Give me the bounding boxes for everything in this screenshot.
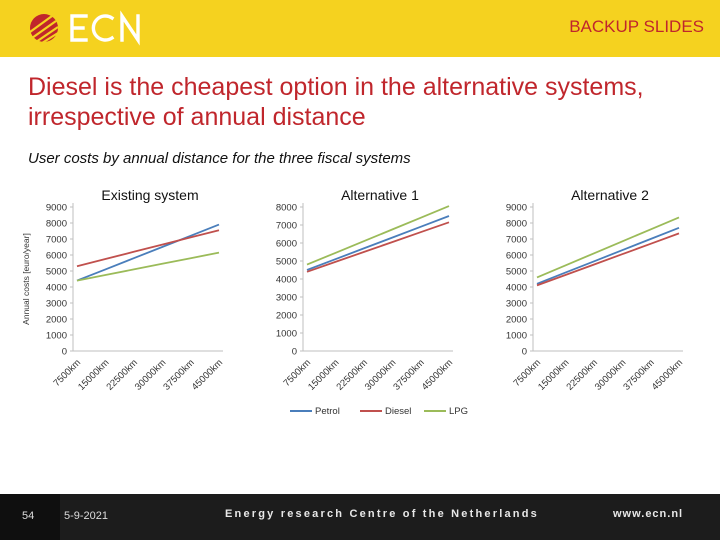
chart-title: Alternative 2 xyxy=(571,187,649,203)
legend-label-diesel: Diesel xyxy=(385,406,411,417)
series-line-petrol xyxy=(306,215,450,271)
chart-alternative-2: Alternative 2 0 1000 2000 3000 4000 5000 6000 70… xyxy=(506,187,685,393)
footer-url: www.ecn.nl xyxy=(613,508,684,520)
y-tick-label: 5000 xyxy=(46,267,67,278)
x-tick-label: 45000km xyxy=(420,357,455,392)
y-tick-label: 7000 xyxy=(506,235,527,246)
y-tick-label: 3000 xyxy=(276,293,297,304)
page-number: 54 xyxy=(22,510,35,522)
y-tick-label: 2000 xyxy=(276,311,297,322)
series-line-diesel xyxy=(306,221,450,273)
footer-date: 5-9-2021 xyxy=(64,510,109,522)
y-tick-label: 1000 xyxy=(276,329,297,340)
y-tick-label: 1000 xyxy=(46,331,67,342)
y-tick-label: 3000 xyxy=(46,299,67,310)
chart-alternative-1: Alternative 1 0 1000 2000 3000 4000 5000 6000 70… xyxy=(276,187,468,417)
series-line-lpg xyxy=(76,251,220,282)
header-bar: BACKUP SLIDES xyxy=(0,0,720,57)
y-tick-label: 0 xyxy=(522,347,527,358)
y-tick-label: 5000 xyxy=(276,257,297,268)
legend-label-lpg: LPG xyxy=(449,406,468,417)
y-tick-label: 4000 xyxy=(276,275,297,286)
y-tick-label: 3000 xyxy=(506,299,527,310)
y-tick-label: 9000 xyxy=(506,203,527,214)
x-tick-label: 45000km xyxy=(190,357,225,392)
y-tick-label: 4000 xyxy=(506,283,527,294)
y-tick-label: 1000 xyxy=(506,331,527,342)
series-line-petrol xyxy=(76,223,220,282)
chart-existing-system: Existing system Annual costs [euro/year] 0… xyxy=(21,187,225,393)
y-tick-label: 6000 xyxy=(46,251,67,262)
y-tick-label: 9000 xyxy=(46,203,67,214)
y-tick-label: 8000 xyxy=(276,203,297,214)
footer-bar: 54 5-9-2021 Energy research Centre of th… xyxy=(0,494,720,540)
y-tick-label: 6000 xyxy=(506,251,527,262)
legend-label-petrol: Petrol xyxy=(315,406,340,417)
y-tick-label: 8000 xyxy=(506,219,527,230)
y-tick-label: 2000 xyxy=(506,315,527,326)
series-line-petrol xyxy=(536,226,680,285)
y-tick-label: 7000 xyxy=(276,221,297,232)
chart-title: Existing system xyxy=(101,187,198,203)
series-line-diesel xyxy=(76,229,220,268)
ecn-logo xyxy=(29,10,140,46)
slide-subtitle: User costs by annual distance for the th… xyxy=(28,150,411,167)
y-tick-label: 0 xyxy=(292,347,297,358)
series-line-lpg xyxy=(536,216,680,279)
y-tick-label: 2000 xyxy=(46,315,67,326)
chart-title: Alternative 1 xyxy=(341,187,419,203)
y-tick-label: 8000 xyxy=(46,219,67,230)
y-tick-label: 4000 xyxy=(46,283,67,294)
series-line-lpg xyxy=(306,205,450,266)
slide-title: Diesel is the cheapest option in the alt… xyxy=(28,73,644,131)
y-tick-label: 5000 xyxy=(506,267,527,278)
x-tick-label: 45000km xyxy=(650,357,685,392)
backup-slides-tag: BACKUP SLIDES xyxy=(569,17,704,36)
footer-organization: Energy research Centre of the Netherland… xyxy=(225,508,539,520)
y-tick-label: 7000 xyxy=(46,235,67,246)
y-tick-label: 6000 xyxy=(276,239,297,250)
y-axis-label: Annual costs [euro/year] xyxy=(21,233,31,325)
series-line-diesel xyxy=(536,232,680,287)
y-tick-label: 0 xyxy=(62,347,67,358)
page-number-box: 54 xyxy=(0,494,60,540)
